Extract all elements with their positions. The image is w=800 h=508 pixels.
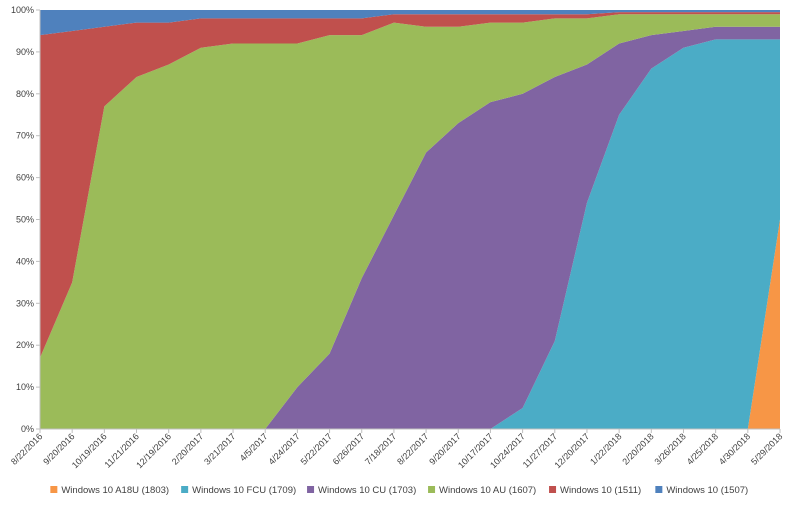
y-tick-label: 60%: [16, 173, 34, 183]
x-axis-ticks: 8/22/20169/20/201610/19/201611/21/201612…: [9, 429, 784, 470]
y-tick-label: 10%: [16, 382, 34, 392]
legend-swatch: [181, 486, 189, 493]
area-windows-10-cu-1703: [40, 26, 780, 429]
legend: Windows 10 A18U (1803) Windows 10 FCU (17…: [50, 485, 748, 496]
x-tick-label: 3/26/2018: [653, 431, 688, 466]
x-tick-label: 6/26/2017: [331, 431, 366, 466]
x-tick-label: 5/29/2018: [749, 431, 784, 466]
legend-label: Windows 10 (1511): [560, 485, 641, 496]
y-tick-label: 90%: [16, 47, 34, 57]
y-tick-label: 40%: [16, 256, 34, 266]
x-tick-label: 7/18/2017: [363, 431, 398, 466]
legend-label: Windows 10 (1507): [666, 485, 748, 496]
legend-swatch: [549, 486, 557, 493]
x-tick-label: 3/21/2017: [202, 431, 237, 466]
legend-label: Windows 10 FCU (1709): [192, 485, 296, 496]
y-tick-label: 100%: [11, 5, 34, 15]
y-tick-label: 80%: [16, 89, 34, 99]
y-tick-label: 50%: [16, 215, 34, 225]
x-tick-label: 12/19/2016: [134, 431, 173, 470]
y-axis-ticks: 0% 10% 20% 30% 40% 50% 60% 70% 80% 90% 100%: [11, 5, 40, 434]
legend-label: Windows 10 AU (1607): [439, 485, 536, 496]
x-tick-label: 8/22/2017: [395, 431, 430, 466]
area-windows-10-1511: [40, 12, 780, 358]
legend-swatch: [655, 486, 663, 493]
legend-item-windows-10-fcu-1709: Windows 10 FCU (1709): [181, 485, 296, 496]
legend-label: Windows 10 A18U (1803): [61, 485, 169, 496]
x-tick-label: 4/30/2018: [717, 431, 752, 466]
x-tick-label: 5/22/2017: [299, 431, 334, 466]
area-windows-10-au-1607: [40, 14, 780, 429]
x-tick-label: 1/22/2018: [588, 431, 623, 466]
area-windows-10-fcu-1709: [40, 39, 780, 429]
y-tick-label: 0%: [21, 424, 34, 434]
legend-swatch: [50, 486, 58, 493]
y-tick-label: 70%: [16, 131, 34, 141]
x-tick-label: 8/22/2016: [9, 431, 44, 466]
x-tick-label: 2/20/2017: [170, 431, 205, 466]
x-tick-label: 4/5/2017: [238, 431, 270, 463]
series-areas: [40, 10, 780, 429]
legend-item-windows-10-1511: Windows 10 (1511): [549, 485, 641, 496]
legend-swatch: [428, 486, 436, 493]
legend-item-windows-10-au-1607: Windows 10 AU (1607): [428, 485, 536, 496]
legend-item-windows-10-cu-1703: Windows 10 CU (1703): [307, 485, 416, 496]
area-windows-10-1507: [40, 10, 780, 36]
x-tick-label: 4/24/2017: [266, 431, 301, 466]
x-tick-label: 12/20/2017: [552, 431, 591, 470]
y-tick-label: 30%: [16, 298, 34, 308]
legend-item-windows-10-a18u-1803: Windows 10 A18U (1803): [50, 485, 169, 496]
legend-swatch: [307, 486, 315, 493]
legend-item-windows-10-1507: Windows 10 (1507): [655, 485, 748, 496]
x-tick-label: 4/25/2018: [685, 431, 720, 466]
x-tick-label: 2/20/2018: [620, 431, 655, 466]
legend-label: Windows 10 CU (1703): [318, 485, 416, 496]
y-tick-label: 20%: [16, 340, 34, 350]
